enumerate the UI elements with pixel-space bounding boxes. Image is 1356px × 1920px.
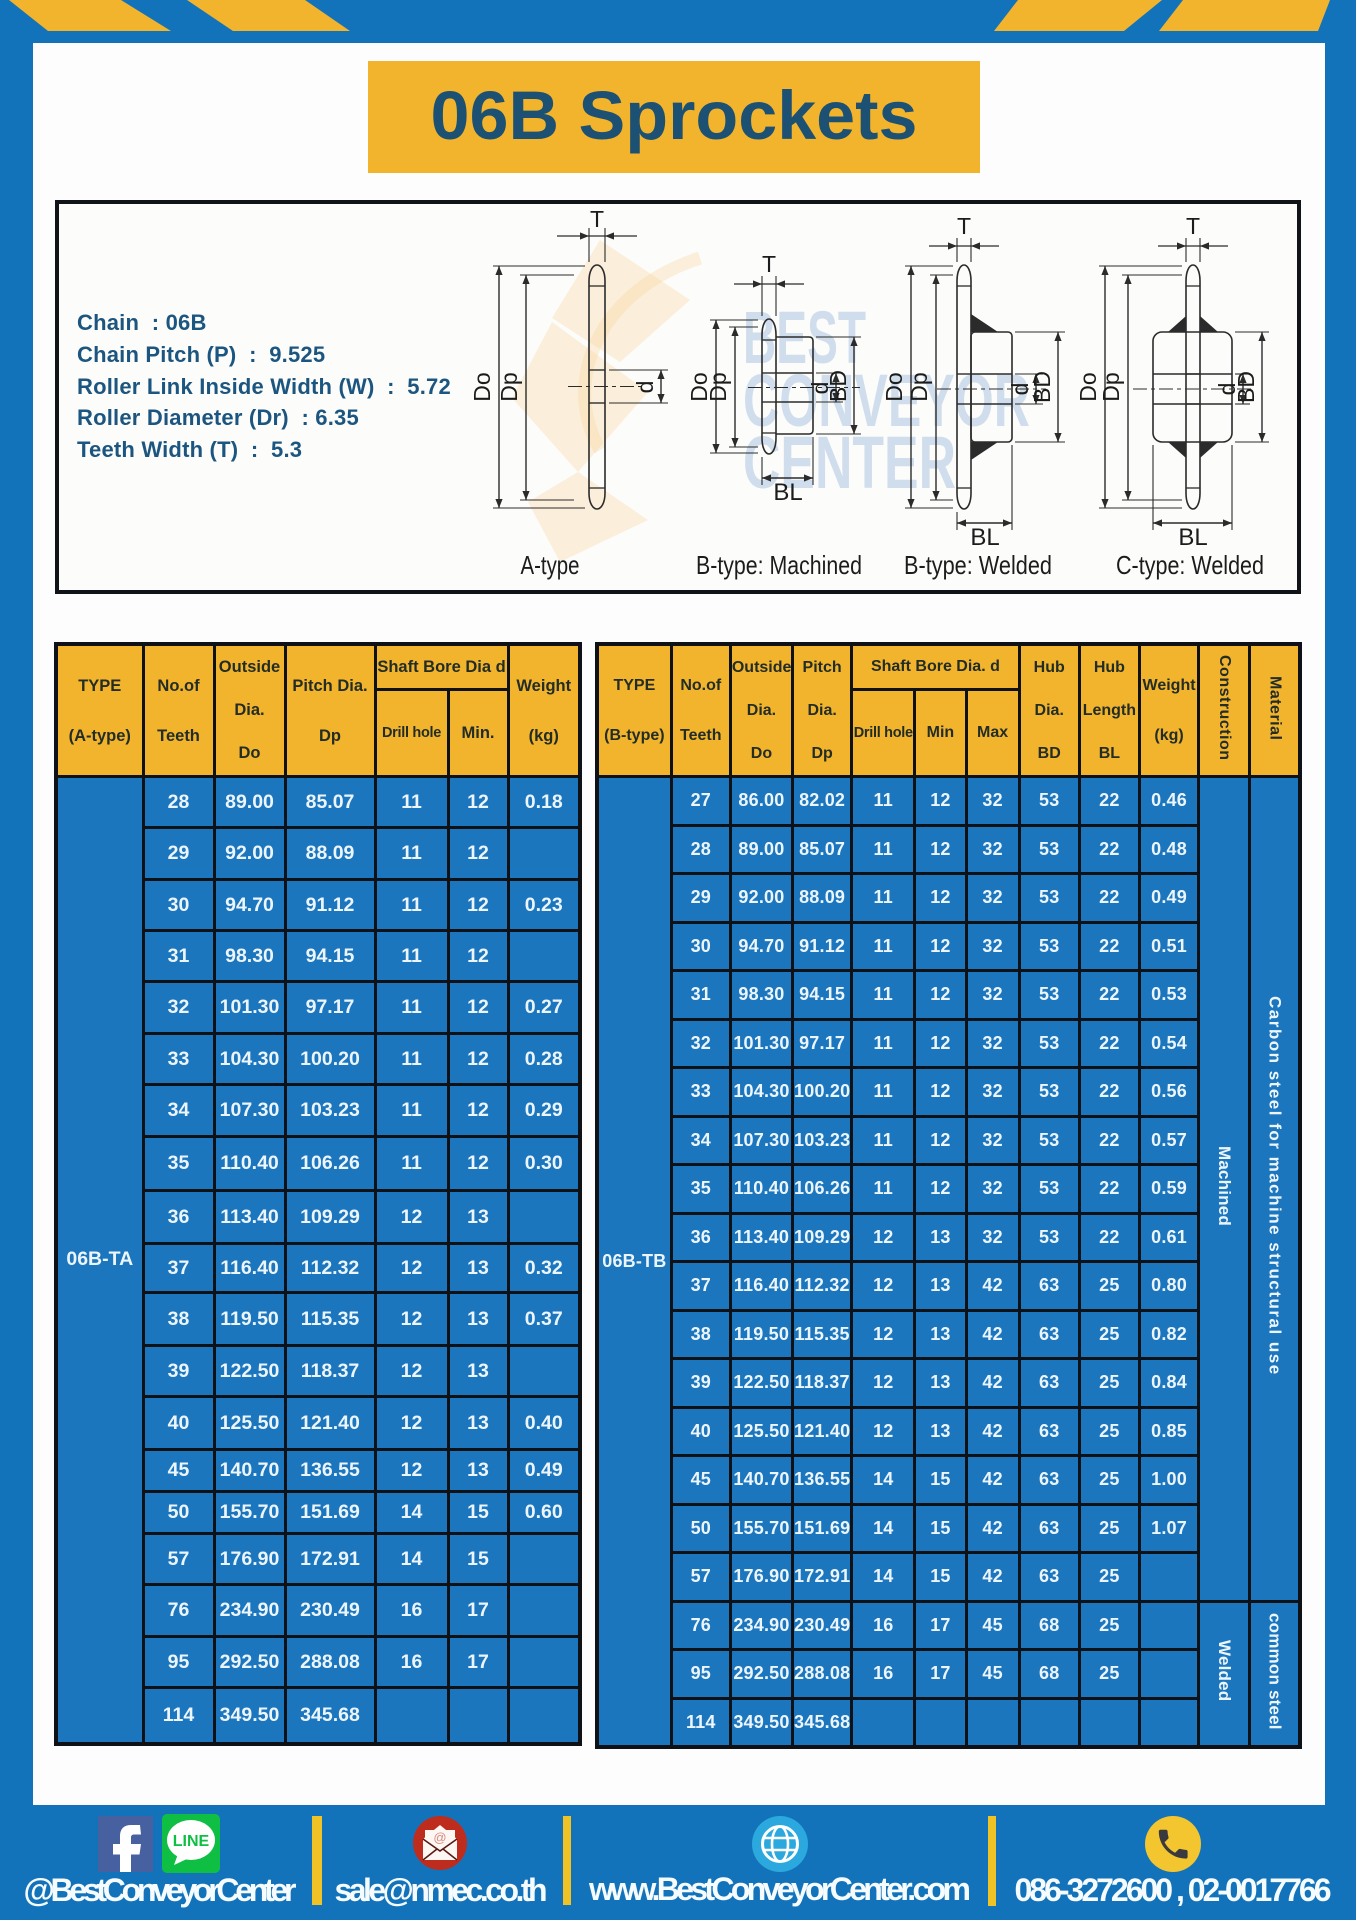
- svg-text:086-3272600 , 02-0017766: 086-3272600 , 02-0017766: [1015, 1872, 1332, 1908]
- svg-text:www.BestConveyorCenter.com: www.BestConveyorCenter.com: [588, 1871, 971, 1907]
- svg-text:@: @: [433, 1830, 446, 1845]
- svg-text:Dp: Dp: [1098, 372, 1124, 401]
- svg-text:CENTER: CENTER: [743, 421, 956, 504]
- svg-text:Do: Do: [1075, 372, 1101, 401]
- svg-text:T: T: [762, 251, 776, 277]
- svg-text:Dp: Dp: [906, 372, 932, 401]
- svg-text:d: d: [1214, 383, 1240, 396]
- svg-text:BD: BD: [1029, 371, 1055, 403]
- svg-text:Do: Do: [881, 372, 907, 401]
- svg-text:A-type: A-type: [521, 550, 580, 580]
- svg-text:T: T: [1186, 213, 1200, 239]
- svg-text:BD: BD: [1233, 371, 1259, 403]
- svg-text:06B Sprockets: 06B Sprockets: [431, 77, 918, 154]
- svg-text:Dp: Dp: [496, 372, 522, 401]
- svg-text:sale@nmec.co.th: sale@nmec.co.th: [335, 1872, 548, 1908]
- svg-text:B-type: Welded: B-type: Welded: [904, 550, 1052, 580]
- svg-text:d: d: [807, 382, 833, 395]
- svg-text:Dp: Dp: [705, 372, 731, 401]
- svg-text:@BestConveyorCenter: @BestConveyorCenter: [24, 1872, 297, 1908]
- svg-text:BL: BL: [1178, 524, 1207, 551]
- svg-text:BD: BD: [825, 370, 851, 402]
- svg-text:Do: Do: [686, 372, 712, 401]
- svg-text:LINE: LINE: [173, 1833, 210, 1850]
- svg-text:B-type: Machined: B-type: Machined: [696, 550, 862, 580]
- svg-text:d: d: [1007, 383, 1033, 396]
- svg-text:Do: Do: [469, 372, 495, 401]
- svg-text:d: d: [632, 381, 658, 394]
- svg-text:BL: BL: [970, 524, 999, 551]
- svg-text:C-type: Welded: C-type: Welded: [1116, 550, 1264, 580]
- svg-text:T: T: [590, 206, 604, 232]
- svg-text:T: T: [957, 213, 971, 239]
- svg-text:BL: BL: [773, 479, 802, 506]
